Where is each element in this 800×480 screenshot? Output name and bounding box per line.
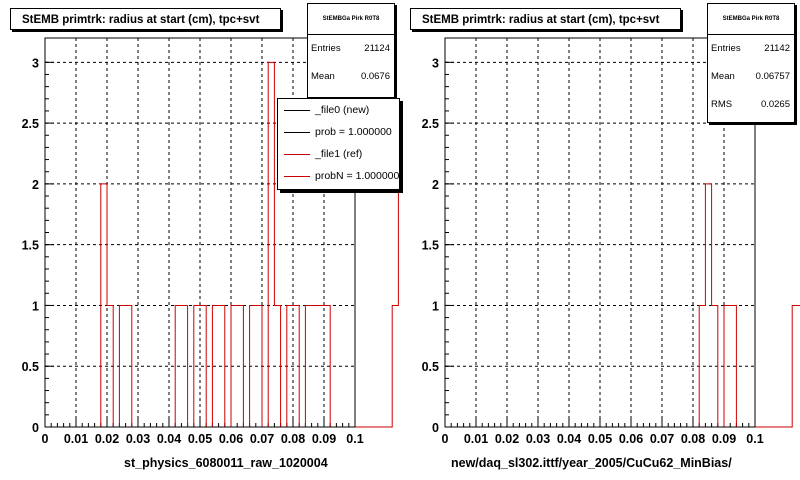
y-tick-label: 0.5 <box>22 360 39 374</box>
stats-row-mean-right: Mean 0.06757 <box>708 63 794 91</box>
y-tick-label: 0 <box>432 421 439 435</box>
x-axis-label-right: new/daq_sl302.ittf/year_2005/CuCu62_MinB… <box>451 456 732 470</box>
x-tick-label: 0.02 <box>95 432 119 446</box>
histogram-panel-right: 0 0.01 0.02 0.03 0.04 0.05 0.06 0.07 0.08 0.09 0.1… <box>400 0 800 480</box>
x-tick-label: 0.03 <box>126 432 150 446</box>
legend-swatch <box>284 110 310 111</box>
legend-box: _file0 (new) prob = 1.000000 _file1 (ref… <box>277 98 400 190</box>
stats-label: Mean <box>711 71 735 82</box>
y-tick-label: 1.5 <box>22 239 39 253</box>
x-tick-label: 0.08 <box>681 432 705 446</box>
stats-label: Entries <box>311 43 341 54</box>
x-tick-label: 0 <box>42 432 49 446</box>
stats-value: 0.06757 <box>755 71 790 82</box>
x-tick-label: 0 <box>442 432 449 446</box>
stats-box-right: StEMBGa Pirk R0T8 Entries 21142 Mean 0.0… <box>707 3 795 123</box>
y-tick-label: 2.5 <box>22 117 39 131</box>
legend-label: probN = 1.000000 <box>315 170 400 182</box>
x-tick-label: 0.1 <box>746 432 763 446</box>
x-tick-label: 0.07 <box>650 432 674 446</box>
y-tick-label: 0 <box>32 421 39 435</box>
y-tick-label: 1 <box>32 299 39 313</box>
stats-value: 21124 <box>364 43 390 54</box>
plot-frame <box>444 37 756 428</box>
legend-entry-file1: _file1 (ref) <box>278 143 399 165</box>
legend-label: prob = 1.000000 <box>315 126 392 138</box>
x-tick-label: 0.09 <box>712 432 736 446</box>
stats-value: 0.0265 <box>760 99 790 110</box>
stats-value: 21142 <box>764 43 790 54</box>
x-tick-label: 0.05 <box>588 432 612 446</box>
y-tick-label: 1 <box>432 299 439 313</box>
stats-row-entries-right: Entries 21142 <box>708 35 794 63</box>
x-axis-label-left: st_physics_6080011_raw_1020004 <box>124 456 328 470</box>
x-tick-label: 0.06 <box>619 432 643 446</box>
x-tick-label: 0.02 <box>495 432 519 446</box>
legend-label: _file0 (new) <box>315 104 370 116</box>
histogram-panel-left: 0 0.01 0.02 0.03 0.04 0.05 0.06 0.07 0.08 0.09 0.1… <box>10 3 400 470</box>
stats-row-entries-left: Entries 21124 <box>308 35 394 63</box>
legend-swatch <box>284 132 310 133</box>
stats-label: Mean <box>311 71 335 82</box>
histogram-plot-right: 0 0.01 0.02 0.03 0.04 0.05 0.06 0.07 0.08 0.09 0.1… <box>422 37 800 446</box>
y-tick-label: 0.5 <box>422 360 439 374</box>
x-tick-label: 0.07 <box>250 432 274 446</box>
x-tick-label: 0.09 <box>312 432 336 446</box>
plot-frame <box>44 37 356 428</box>
legend-entry-file0: _file0 (new) <box>278 99 399 121</box>
legend-label: _file1 (ref) <box>315 148 363 160</box>
x-tick-label: 0.06 <box>219 432 243 446</box>
legend-entry-probn: probN = 1.000000 <box>278 165 399 187</box>
y-tick-label: 1.5 <box>422 239 439 253</box>
stats-value: 0.0676 <box>360 71 390 82</box>
x-tick-label: 0.04 <box>157 432 181 446</box>
stats-row-rms-right: RMS 0.0265 <box>708 91 794 119</box>
plot-title-right: StEMB primtrk: radius at start (cm), tpc… <box>410 8 681 30</box>
stats-label: Entries <box>711 43 741 54</box>
stats-label: RMS <box>711 99 733 110</box>
stats-name-right: StEMBGa Pirk R0T8 <box>708 4 794 35</box>
x-tick-label: 0.1 <box>346 432 363 446</box>
x-tick-label: 0.01 <box>64 432 88 446</box>
stats-box-left: StEMBGa Pirk R0T8 Entries 21124 Mean 0.0… <box>307 3 395 98</box>
stats-name-left: StEMBGa Pirk R0T8 <box>308 4 394 35</box>
legend-entry-prob: prob = 1.000000 <box>278 121 399 143</box>
x-tick-label: 0.05 <box>188 432 212 446</box>
plot-title-left: StEMB primtrk: radius at start (cm), tpc… <box>10 8 281 30</box>
y-tick-label: 3 <box>32 56 39 70</box>
y-tick-label: 3 <box>432 56 439 70</box>
y-tick-label: 2 <box>32 178 39 192</box>
y-tick-label: 2.5 <box>422 117 439 131</box>
x-tick-label: 0.08 <box>281 432 305 446</box>
y-tick-label: 2 <box>432 178 439 192</box>
x-tick-label: 0.01 <box>464 432 488 446</box>
legend-swatch <box>284 154 310 155</box>
x-tick-label: 0.03 <box>526 432 550 446</box>
stats-row-mean-left: Mean 0.0676 <box>308 63 394 91</box>
x-tick-label: 0.04 <box>557 432 581 446</box>
legend-swatch <box>284 176 310 177</box>
